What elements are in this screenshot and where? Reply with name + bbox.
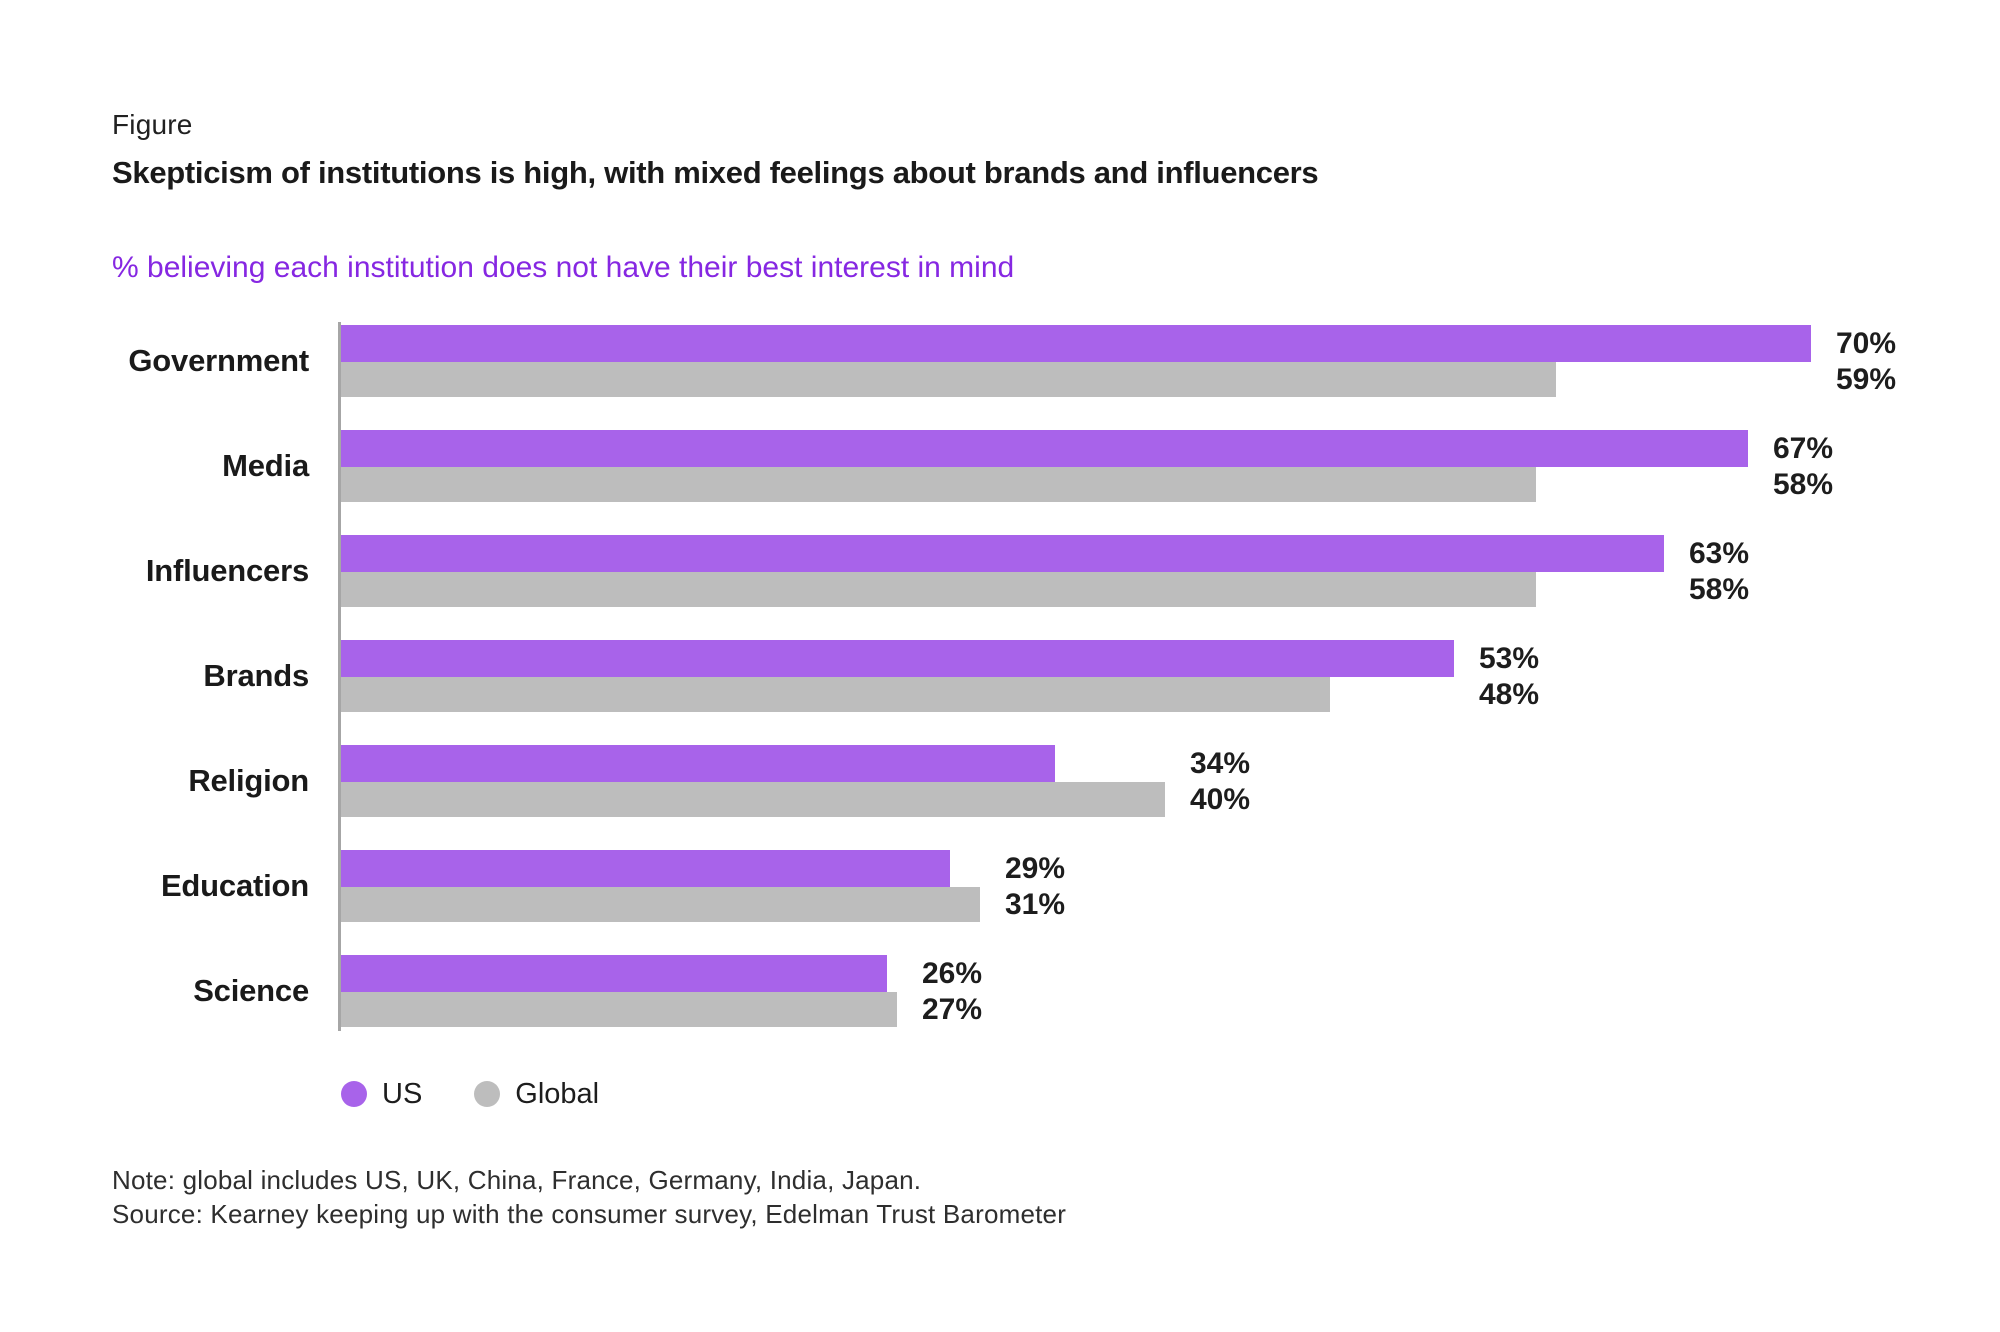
value-label: 34% [1190,746,1251,780]
global-legend-dot-icon [474,1081,501,1107]
bar-us: 29% [341,850,1065,887]
bar-chart: Government 70% 59% Media 67% 58% Influencers 63… [112,322,1972,1031]
bar-global: 58% [341,467,1833,502]
category-label: Religion [188,763,309,798]
value-label: 58% [1689,572,1750,606]
bar-pair: 29% 31% [341,850,1065,922]
bar-pair: 67% 58% [341,430,1833,502]
chart-group: Brands 53% 48% [112,640,1972,712]
chart-group: Government 70% 59% [112,325,1972,397]
value-label: 59% [1836,362,1897,396]
footnotes: Note: global includes US, UK, China, Fra… [112,1163,2000,1231]
legend-item-us: US [341,1078,422,1111]
bar-us: 34% [341,745,1250,782]
value-label: 67% [1773,431,1834,465]
chart-group: Religion 34% 40% [112,745,1972,817]
category-label: Government [128,343,309,378]
bar-global: 59% [341,362,1896,397]
category-label: Science [193,973,309,1008]
us-legend-dot-icon [341,1081,367,1107]
value-label: 53% [1479,641,1540,675]
value-label: 63% [1689,536,1750,570]
value-label: 29% [1005,851,1066,885]
bar-global: 40% [341,782,1250,817]
chart-group: Media 67% 58% [112,430,1972,502]
chart-legend: US Global [341,1077,2000,1111]
chart-group: Education 29% 31% [112,850,1972,922]
category-label: Education [160,868,309,903]
category-label: Brands [203,658,309,693]
bar-us: 53% [341,640,1539,677]
category-label: Media [222,448,309,483]
bar-us: 70% [341,325,1896,362]
bar-us: 67% [341,430,1833,467]
bar-pair: 26% 27% [341,955,982,1027]
y-axis-line [338,322,341,1031]
chart-subtitle: % believing each institution does not ha… [112,251,1015,284]
bar-global: 31% [341,887,1065,922]
bar-global: 58% [341,572,1749,607]
bar-global: 27% [341,992,982,1027]
value-label: 26% [922,956,983,990]
legend-label-global: Global [515,1077,600,1110]
value-label: 40% [1190,782,1251,816]
note-line: Note: global includes US, UK, China, Fra… [112,1165,922,1195]
value-label: 70% [1836,326,1897,360]
source-line: Source: Kearney keeping up with the cons… [112,1199,1067,1229]
category-label: Influencers [145,553,309,588]
chart-title: Skepticism of institutions is high, with… [112,155,1319,190]
value-label: 31% [1005,887,1066,921]
legend-label-us: US [382,1077,423,1110]
bar-pair: 53% 48% [341,640,1539,712]
value-label: 27% [922,992,983,1026]
legend-item-global: Global [474,1078,599,1111]
value-label: 48% [1479,677,1540,711]
bar-us: 63% [341,535,1749,572]
chart-group: Science 26% 27% [112,955,1972,1027]
chart-group: Influencers 63% 58% [112,535,1972,607]
bar-global: 48% [341,677,1539,712]
bar-pair: 63% 58% [341,535,1749,607]
value-label: 58% [1773,467,1834,501]
bar-pair: 70% 59% [341,325,1896,397]
figure-label: Figure [112,109,193,140]
bar-us: 26% [341,955,982,992]
bar-pair: 34% 40% [341,745,1250,817]
